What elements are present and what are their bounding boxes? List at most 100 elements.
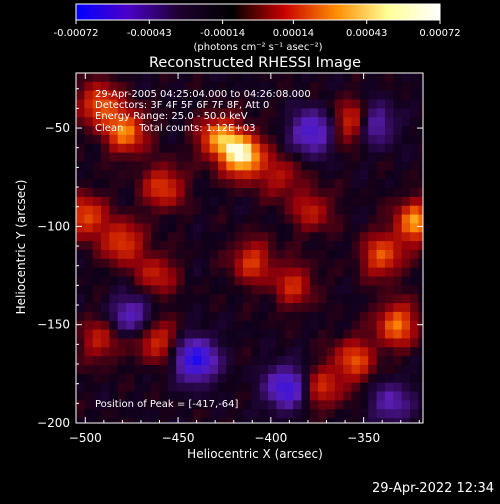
heatmap-cell xyxy=(76,161,85,171)
heatmap-cell xyxy=(142,418,152,424)
heatmap-cell xyxy=(117,329,127,339)
heatmap-cell xyxy=(192,356,202,366)
heatmap-cell xyxy=(359,400,369,410)
heatmap-cell xyxy=(192,258,202,269)
heatmap-cell xyxy=(92,294,102,304)
heatmap-cell xyxy=(192,232,202,242)
heatmap-cell xyxy=(326,90,336,101)
heatmap-cell xyxy=(293,73,302,83)
heatmap-cell xyxy=(384,152,394,162)
heatmap-cell xyxy=(234,276,244,286)
heatmap-cell xyxy=(201,347,211,357)
heatmap-cell xyxy=(293,108,302,118)
heatmap-cell xyxy=(251,267,261,278)
heatmap-cell xyxy=(101,338,110,348)
heatmap-cell xyxy=(301,418,311,424)
heatmap-cell xyxy=(410,258,419,269)
heatmap-cell xyxy=(301,391,311,401)
heatmap-cell xyxy=(359,418,369,424)
heatmap-cell xyxy=(226,382,236,393)
heatmap-cell xyxy=(209,311,219,322)
heatmap-cell xyxy=(167,134,177,145)
heatmap-cell xyxy=(176,267,186,278)
heatmap-cell xyxy=(268,223,277,233)
heatmap-cell xyxy=(243,90,252,101)
heatmap-cell xyxy=(226,232,236,242)
heatmap-cell xyxy=(226,285,236,295)
heatmap-cell xyxy=(226,418,236,424)
heatmap-cell xyxy=(301,347,311,357)
heatmap-cell xyxy=(309,108,319,118)
heatmap-cell xyxy=(117,134,127,145)
heatmap-cell xyxy=(376,90,386,101)
heatmap-cell xyxy=(84,382,94,393)
heatmap-cell xyxy=(109,285,119,295)
heatmap-cell xyxy=(334,356,344,366)
heatmap-cell xyxy=(401,90,411,101)
heatmap-cell xyxy=(251,285,261,295)
heatmap-cell xyxy=(226,205,236,216)
heatmap-cell xyxy=(167,329,177,339)
heatmap-cell xyxy=(334,90,344,101)
heatmap-cell xyxy=(368,205,378,216)
heatmap-cell xyxy=(159,117,169,127)
heatmap-cell xyxy=(410,134,419,145)
heatmap-cell xyxy=(326,126,336,136)
heatmap-cell xyxy=(167,205,177,216)
heatmap-cell xyxy=(259,117,269,127)
heatmap-cell xyxy=(293,391,302,401)
heatmap-cell xyxy=(401,409,411,419)
heatmap-cell xyxy=(243,179,252,189)
heatmap-cell xyxy=(84,117,94,127)
heatmap-cell xyxy=(326,391,336,401)
heatmap-cell xyxy=(184,382,194,393)
heatmap-cell xyxy=(234,152,244,162)
heatmap-cell xyxy=(134,409,144,419)
heatmap-cell xyxy=(109,232,119,242)
heatmap-cell xyxy=(359,347,369,357)
heatmap-cell xyxy=(201,320,211,331)
heatmap-cell xyxy=(368,267,378,278)
heatmap-cell xyxy=(142,126,152,136)
heatmap-cell xyxy=(92,161,102,171)
heatmap-cell xyxy=(251,108,261,118)
heatmap-cell xyxy=(109,311,119,322)
heatmap-cell xyxy=(126,161,135,171)
heatmap-cell xyxy=(117,73,127,83)
heatmap-cell xyxy=(384,320,394,331)
heatmap-cell xyxy=(309,338,319,348)
heatmap-cell xyxy=(84,409,94,419)
heatmap-cell xyxy=(159,382,169,393)
heatmap-cell xyxy=(126,170,135,180)
heatmap-cell xyxy=(418,188,424,198)
heatmap-cell xyxy=(167,364,177,375)
heatmap-cell xyxy=(276,232,286,242)
heatmap-cell xyxy=(293,126,302,136)
heatmap-cell xyxy=(159,400,169,410)
heatmap-cell xyxy=(384,223,394,233)
heatmap-cell xyxy=(184,170,194,180)
heatmap-cell xyxy=(351,223,361,233)
heatmap-cell xyxy=(284,400,294,410)
heatmap-cell xyxy=(134,303,144,313)
heatmap-cell xyxy=(410,400,419,410)
heatmap-cell xyxy=(318,356,328,366)
heatmap-cell xyxy=(309,117,319,127)
heatmap-cell xyxy=(76,117,85,127)
heatmap-cell xyxy=(142,90,152,101)
heatmap-cell xyxy=(117,285,127,295)
heatmap-cell xyxy=(284,320,294,331)
heatmap-cell xyxy=(401,249,411,260)
heatmap-cell xyxy=(293,294,302,304)
heatmap-cell xyxy=(268,294,277,304)
heatmap-cell xyxy=(76,258,85,269)
heatmap-cell xyxy=(401,205,411,216)
heatmap-cell xyxy=(92,134,102,145)
heatmap-cell xyxy=(217,126,227,136)
heatmap-cell xyxy=(167,258,177,269)
heatmap-cell xyxy=(84,179,94,189)
heatmap-cell xyxy=(134,152,144,162)
heatmap-cell xyxy=(376,249,386,260)
heatmap-cell xyxy=(343,196,353,207)
heatmap-cell xyxy=(76,152,85,162)
